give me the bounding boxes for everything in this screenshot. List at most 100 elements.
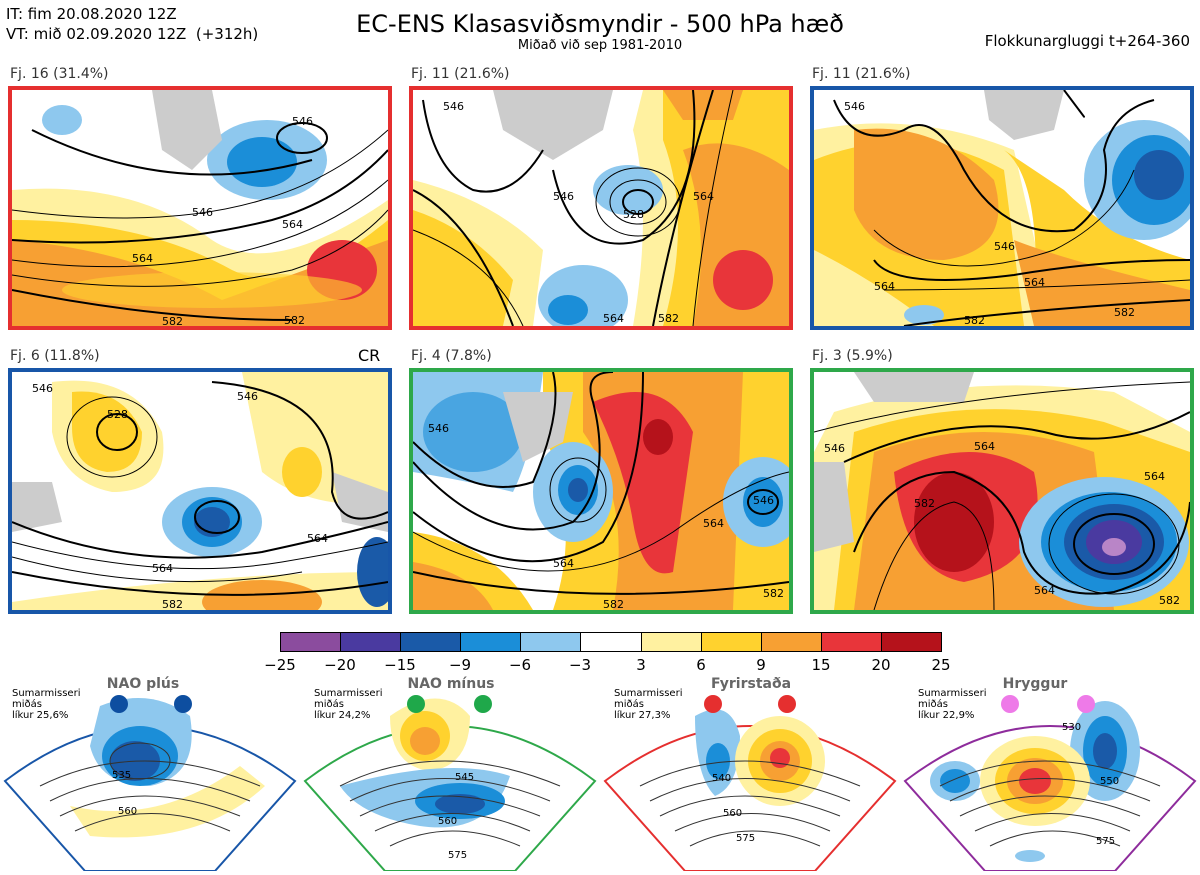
- colorbar-tick: 25: [931, 656, 951, 674]
- regime-blocking-graphic: 540 560 575: [603, 709, 897, 872]
- colorbar-tick: 20: [871, 656, 891, 674]
- cluster-map-6: 546 564 582 564 564 582: [810, 368, 1194, 614]
- colorbar-swatch: [401, 633, 462, 651]
- regime-ridge-graphic: 530 550 575: [903, 701, 1197, 872]
- regime-nao-plus-graphic: 535 560: [3, 698, 297, 872]
- regime-name: NAO mínus: [407, 676, 495, 692]
- contour-label: 560: [723, 808, 742, 819]
- contour-label: 564: [1024, 276, 1045, 289]
- panel-label-2: Fj. 11 (21.6%): [411, 66, 510, 82]
- contour-label: 582: [162, 315, 183, 326]
- colorbar-swatch: [281, 633, 342, 651]
- regime-nao-plus: 535 560 NAO plús Sumarmisseri miðás líku…: [0, 676, 300, 872]
- contour-label: 530: [1062, 722, 1081, 733]
- cluster-map-1-graphic: 546 546 564 564 582 582: [12, 90, 388, 326]
- colorbar-tick: −9: [448, 656, 472, 674]
- cluster-map-3: 546 546 564 564 582 582: [810, 86, 1194, 330]
- contour-label: 546: [553, 190, 574, 203]
- contour-label: 546: [237, 390, 258, 403]
- contour-label: 582: [603, 598, 624, 610]
- contour-label: 546: [753, 494, 774, 507]
- panel-label-1: Fj. 16 (31.4%): [10, 66, 109, 82]
- init-time: IT: fim 20.08.2020 12Z: [6, 5, 177, 23]
- colorbar-tick: −3: [568, 656, 592, 674]
- contour-label: 564: [1034, 584, 1055, 597]
- regime-dot: [110, 695, 128, 713]
- cluster-map-5: 546 546 564 564 582 582: [409, 368, 793, 614]
- regime-blocking: 540 560 575 Fyrirstaða Sumarmisseri miðá…: [600, 676, 900, 872]
- contour-label: 564: [307, 532, 328, 545]
- contour-label: 546: [824, 442, 845, 455]
- contour-label: 564: [1144, 470, 1165, 483]
- contour-label: 564: [132, 252, 153, 265]
- cluster-map-5-graphic: 546 546 564 564 582 582: [413, 372, 789, 610]
- regime-info: Sumarmisseri miðás líkur 24,2%: [314, 688, 383, 721]
- contour-label: 546: [443, 100, 464, 113]
- panel-label-6: Fj. 3 (5.9%): [812, 348, 893, 364]
- page-subtitle: Miðað við sep 1981-2010: [517, 38, 683, 53]
- colorbar-swatch: [581, 633, 642, 651]
- regime-name: NAO plús: [106, 676, 180, 692]
- contour-label: 575: [448, 850, 467, 861]
- regime-name: Fyrirstaða: [710, 676, 792, 692]
- regime-info: Sumarmisseri miðás líkur 22,9%: [918, 688, 987, 721]
- contour-label: 550: [1100, 776, 1119, 787]
- contour-label: 546: [844, 100, 865, 113]
- colorbar-tick: −15: [384, 656, 416, 674]
- panel-label-3: Fj. 11 (21.6%): [812, 66, 911, 82]
- regime-info: Sumarmisseri miðás líkur 25,6%: [12, 688, 81, 721]
- regime-dot: [407, 695, 425, 713]
- panel-label-5: Fj. 4 (7.8%): [411, 348, 492, 364]
- page-title: EC-ENS Klasasviðsmyndir - 500 hPa hæð: [356, 10, 844, 38]
- colorbar-tick: 15: [811, 656, 831, 674]
- anomaly-colorbar: [280, 632, 942, 652]
- contour-label: 582: [763, 587, 784, 600]
- cluster-map-1: 546 546 564 564 582 582: [8, 86, 392, 330]
- contour-label: 535: [112, 770, 131, 781]
- contour-label: 575: [736, 833, 755, 844]
- colorbar-swatch: [761, 633, 822, 651]
- cluster-map-6-graphic: 546 564 582 564 564 582: [814, 372, 1190, 610]
- contour-label: 582: [914, 497, 935, 510]
- colorbar-swatch: [461, 633, 522, 651]
- contour-label: 546: [292, 115, 313, 128]
- contour-label: 545: [455, 772, 474, 783]
- cluster-map-4: 546 528 546 564 564 582: [8, 368, 392, 614]
- contour-label: 564: [703, 517, 724, 530]
- contour-label: 546: [994, 240, 1015, 253]
- panel-cr-marker: CR: [358, 346, 381, 365]
- contour-label: 540: [712, 773, 731, 784]
- contour-label: 528: [107, 408, 128, 421]
- contour-label: 582: [658, 312, 679, 325]
- contour-label: 582: [964, 314, 985, 326]
- contour-label: 564: [282, 218, 303, 231]
- panel-label-4: Fj. 6 (11.8%): [10, 348, 100, 364]
- colorbar-swatch: [341, 633, 402, 651]
- regime-dot: [778, 695, 796, 713]
- colorbar-tick: 3: [636, 656, 646, 674]
- contour-label: 582: [1114, 306, 1135, 319]
- regime-dot: [474, 695, 492, 713]
- colorbar-tick: 6: [696, 656, 706, 674]
- colorbar-tick: −20: [324, 656, 356, 674]
- forecast-times: IT: fim 20.08.2020 12Z VT: mið 02.09.202…: [6, 4, 258, 44]
- contour-label: 564: [553, 557, 574, 570]
- classification-window: Flokkunargluggi t+264-360: [984, 32, 1190, 50]
- regime-dot: [1001, 695, 1019, 713]
- contour-label: 582: [1159, 594, 1180, 607]
- contour-label: 564: [974, 440, 995, 453]
- contour-label: 564: [693, 190, 714, 203]
- colorbar-tick: −25: [264, 656, 296, 674]
- cluster-map-3-graphic: 546 546 564 564 582 582: [814, 90, 1190, 326]
- contour-label: 560: [118, 806, 137, 817]
- contour-label: 564: [603, 312, 624, 325]
- regime-nao-minus-graphic: 545 560 575: [303, 698, 597, 872]
- cluster-map-4-graphic: 546 528 546 564 564 582: [12, 372, 388, 610]
- colorbar-swatch: [701, 633, 762, 651]
- cluster-map-2: 546 546 528 564 564 582: [409, 86, 793, 330]
- contour-label: 546: [192, 206, 213, 219]
- regime-ridge: 530 550 575 Hryggur Sumarmisseri miðás l…: [900, 676, 1200, 872]
- colorbar-swatch: [641, 633, 702, 651]
- regime-dot: [1077, 695, 1095, 713]
- regime-info: Sumarmisseri miðás líkur 27,3%: [614, 688, 683, 721]
